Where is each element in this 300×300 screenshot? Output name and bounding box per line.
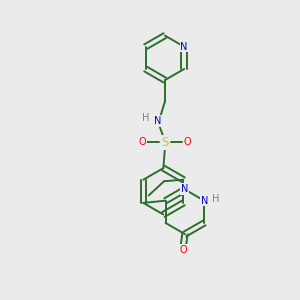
Text: N: N	[181, 42, 188, 52]
Text: H: H	[212, 194, 220, 204]
Text: O: O	[183, 137, 191, 147]
Text: O: O	[180, 245, 187, 255]
Text: S: S	[161, 136, 169, 149]
Text: N: N	[181, 184, 189, 194]
Text: N: N	[154, 116, 161, 126]
Text: O: O	[139, 137, 146, 147]
Text: H: H	[142, 113, 150, 123]
Text: N: N	[201, 196, 208, 206]
